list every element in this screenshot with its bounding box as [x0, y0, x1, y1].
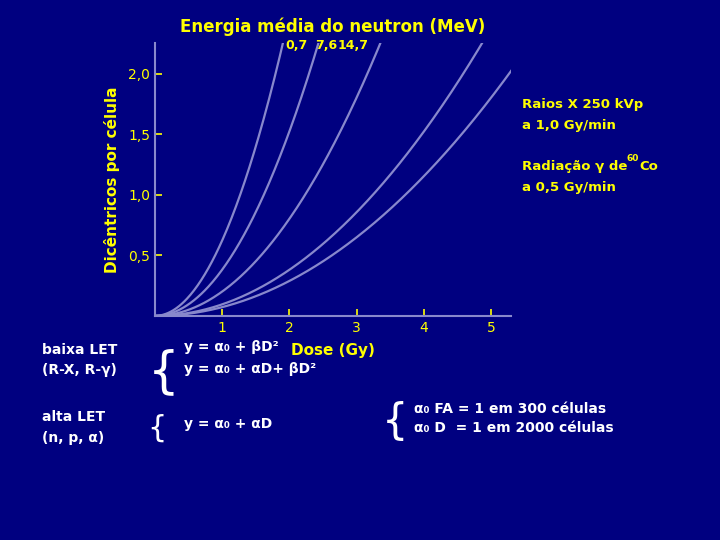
- Text: {: {: [148, 414, 167, 443]
- Title: Energia média do neutron (MeV): Energia média do neutron (MeV): [181, 18, 485, 36]
- Text: 0,7: 0,7: [285, 39, 307, 52]
- Text: y = α₀ + αD: y = α₀ + αD: [184, 417, 272, 431]
- Text: a 1,0 Gy/min: a 1,0 Gy/min: [522, 118, 616, 132]
- Text: 7,6: 7,6: [315, 39, 338, 52]
- Y-axis label: Dicêntricos por célula: Dicêntricos por célula: [104, 86, 120, 273]
- Text: a 0,5 Gy/min: a 0,5 Gy/min: [522, 180, 616, 194]
- Text: Co: Co: [639, 160, 658, 173]
- Text: α₀ D  = 1 em 2000 células: α₀ D = 1 em 2000 células: [414, 421, 613, 435]
- Text: (n, p, α): (n, p, α): [42, 431, 104, 445]
- Text: {: {: [382, 401, 408, 443]
- Text: baixa LET: baixa LET: [42, 343, 117, 357]
- X-axis label: Dose (Gy): Dose (Gy): [291, 343, 375, 358]
- Text: 14,7: 14,7: [338, 39, 369, 52]
- Text: Raios X 250 kVp: Raios X 250 kVp: [522, 98, 643, 111]
- Text: {: {: [148, 349, 179, 396]
- Text: alta LET: alta LET: [42, 410, 105, 424]
- Text: Radiação γ de: Radiação γ de: [522, 160, 632, 173]
- Text: 60: 60: [626, 154, 639, 163]
- Text: y = α₀ + αD+ βD²: y = α₀ + αD+ βD²: [184, 362, 316, 376]
- Text: α₀ FA = 1 em 300 células: α₀ FA = 1 em 300 células: [414, 402, 606, 416]
- Text: y = α₀ + βD²: y = α₀ + βD²: [184, 340, 278, 354]
- Text: (R-X, R-γ): (R-X, R-γ): [42, 363, 117, 377]
